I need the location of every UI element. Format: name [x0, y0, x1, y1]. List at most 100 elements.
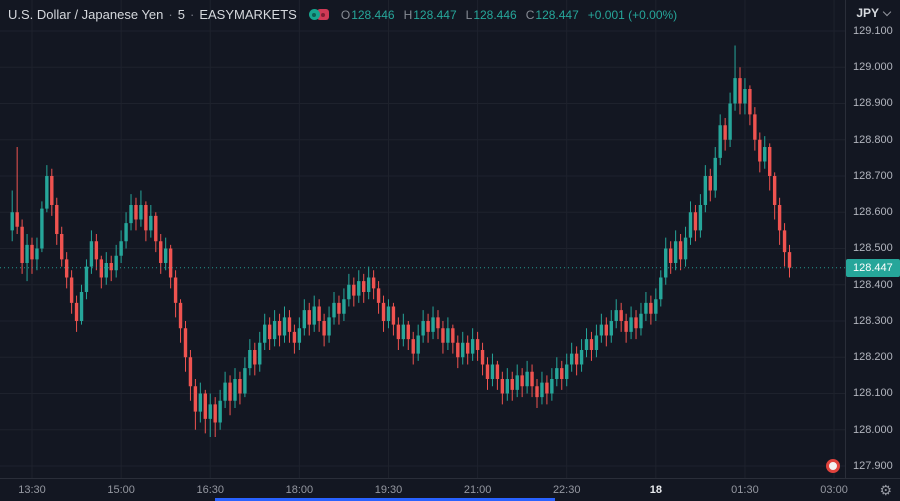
candle-body — [634, 317, 638, 329]
candle-body — [223, 382, 227, 401]
candle — [703, 165, 708, 213]
market-status-icon — [826, 459, 840, 473]
candle — [619, 302, 623, 332]
price-axis-label: 129.000 — [853, 61, 893, 74]
candle-body — [451, 328, 455, 343]
candle — [154, 212, 158, 253]
candle — [406, 320, 410, 350]
candle-body — [396, 324, 401, 340]
candle-body — [149, 215, 153, 231]
candle — [535, 378, 539, 408]
candle-body — [664, 248, 668, 278]
candle-body — [426, 320, 430, 332]
horizontal-scrollbar[interactable] — [215, 498, 555, 501]
candle — [495, 360, 500, 390]
candle — [163, 237, 168, 271]
candle-body — [272, 320, 277, 340]
high-value: 128.447 — [413, 7, 457, 22]
candle-body — [203, 393, 207, 419]
price-change: +0.001 (+0.00%) — [587, 7, 678, 22]
candle — [357, 270, 361, 303]
interval-button[interactable]: 5 — [177, 7, 185, 22]
candle-body — [322, 320, 326, 336]
candle-body — [327, 317, 331, 336]
time-axis-label: 22:30 — [552, 484, 581, 496]
candle-body — [673, 241, 678, 263]
candle — [574, 346, 579, 376]
candle — [758, 132, 762, 173]
candle-body — [475, 339, 480, 350]
candle-body — [728, 103, 732, 140]
candle-body — [15, 212, 19, 227]
candle-body — [139, 204, 143, 220]
candle-body — [357, 281, 361, 296]
candle-body — [644, 302, 648, 314]
candle-body — [144, 204, 148, 231]
candle-body — [104, 262, 108, 278]
candle — [683, 226, 688, 267]
candle-body — [208, 404, 212, 419]
candle-body — [456, 342, 460, 358]
candle-body — [60, 233, 64, 260]
candle — [99, 255, 104, 289]
candle — [366, 266, 371, 300]
candle — [565, 353, 569, 387]
candle-body — [84, 266, 89, 292]
legend-separator: · — [189, 7, 195, 22]
candle-body — [64, 259, 69, 278]
symbol-title[interactable]: U.S. Dollar / Japanese Yen — [8, 7, 164, 22]
candle-body — [119, 241, 123, 256]
price-axis-label: 128.000 — [853, 423, 893, 436]
candle — [263, 313, 267, 350]
price-axis[interactable]: 128.447 129.100 129.000 128.900 128.800 128.… — [845, 0, 900, 478]
candle — [381, 295, 386, 332]
candle — [347, 273, 351, 307]
candle-body — [495, 364, 500, 379]
candle-body — [550, 378, 554, 394]
gear-icon[interactable]: ⚙ — [879, 482, 892, 498]
candle — [753, 107, 757, 151]
time-axis-label: 13:30 — [18, 484, 46, 496]
candle-body — [703, 175, 708, 205]
candle-body — [698, 204, 703, 231]
candle — [485, 357, 490, 390]
candle — [401, 313, 406, 347]
candle — [396, 317, 401, 350]
candle — [649, 295, 653, 325]
low-label: L — [465, 7, 473, 22]
candle — [520, 368, 524, 398]
candle-body — [352, 284, 356, 296]
candle-body — [688, 212, 693, 238]
currency-toggle[interactable]: JPY — [856, 6, 892, 20]
candle-body — [659, 277, 663, 300]
chevron-down-icon — [882, 7, 892, 16]
candle-body — [183, 328, 188, 358]
candle — [292, 324, 297, 354]
candle-body — [129, 204, 133, 224]
candle — [480, 342, 485, 376]
time-axis[interactable]: ⚙ 13:30 15:00 16:30 18:00 19:30 21:00 22:30 18 0… — [0, 478, 900, 501]
candle-body — [604, 324, 609, 336]
candle — [584, 328, 589, 358]
candle — [465, 335, 470, 365]
close-value: 128.447 — [535, 7, 579, 22]
candle — [258, 331, 262, 372]
candle — [362, 273, 366, 303]
candle — [718, 114, 722, 166]
candle-body — [159, 241, 163, 263]
high-label: H — [403, 7, 413, 22]
broker-name[interactable]: EASYMARKETS — [199, 7, 297, 22]
candle — [678, 233, 683, 271]
candle — [505, 368, 509, 401]
candle-body — [629, 317, 633, 332]
candle-body — [599, 324, 604, 336]
chart-canvas[interactable] — [0, 0, 845, 478]
candle — [337, 295, 341, 325]
candle — [79, 284, 84, 325]
candle-body — [584, 339, 589, 350]
candle — [297, 317, 302, 350]
candle-body — [763, 146, 767, 162]
legend-separator: · — [168, 7, 173, 22]
candle-body — [267, 324, 272, 340]
